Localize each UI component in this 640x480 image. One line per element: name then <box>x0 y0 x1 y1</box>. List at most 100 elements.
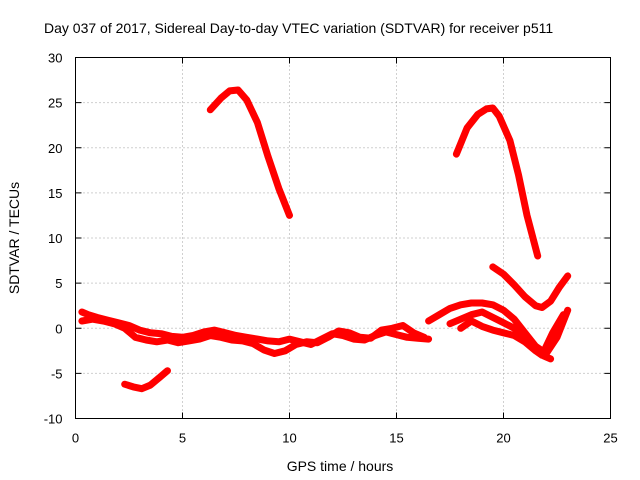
y-tick-label: 5 <box>55 276 62 291</box>
data-point <box>489 314 496 321</box>
series-arc-evening-c <box>457 311 567 359</box>
data-point <box>532 302 539 309</box>
x-tick-label: 25 <box>603 431 617 446</box>
y-tick-label: 30 <box>48 51 62 66</box>
data-point <box>532 347 539 354</box>
data-point <box>457 301 464 308</box>
data-point <box>207 332 214 339</box>
y-tick-label: -5 <box>51 366 63 381</box>
data-point <box>335 327 342 334</box>
y-tick-labels: -10 -5 0 5 10 15 20 25 30 <box>44 51 63 427</box>
data-point <box>378 327 385 334</box>
data-point <box>222 329 229 336</box>
data-point <box>121 325 128 332</box>
x-tick-label: 0 <box>72 431 79 446</box>
data-point <box>357 334 364 341</box>
data-point <box>325 334 332 341</box>
data-point <box>500 329 507 336</box>
data-point <box>147 329 154 336</box>
x-tick-label: 5 <box>179 431 186 446</box>
data-point <box>489 105 496 112</box>
data-point <box>564 307 571 314</box>
data-point <box>367 335 374 342</box>
data-point <box>489 327 496 334</box>
data-point <box>239 337 246 344</box>
data-point <box>271 350 278 357</box>
data-point <box>521 293 528 300</box>
data-point <box>185 337 192 344</box>
data-point <box>260 346 267 353</box>
data-layer <box>78 86 572 393</box>
data-point <box>250 340 257 347</box>
data-point <box>200 328 207 335</box>
x-tick-label: 10 <box>282 431 296 446</box>
data-point <box>404 334 411 341</box>
series-arc-rise-late <box>489 263 572 311</box>
data-point <box>500 307 507 314</box>
data-point <box>447 320 453 327</box>
data-point <box>143 336 150 343</box>
data-point <box>511 281 518 288</box>
data-point <box>196 336 203 343</box>
series-arc-baseline-b <box>78 315 428 357</box>
series-trace <box>452 104 542 260</box>
data-point <box>453 151 460 158</box>
data-point <box>511 316 518 323</box>
data-point <box>254 119 261 126</box>
data-point <box>539 352 546 359</box>
y-tick-label: 10 <box>48 231 62 246</box>
data-point <box>468 311 475 318</box>
data-point <box>254 336 261 343</box>
series-arc-peak-a <box>206 86 293 219</box>
data-point <box>500 271 507 278</box>
y-tick-label: 20 <box>48 141 62 156</box>
data-point <box>511 325 518 332</box>
data-point <box>556 284 563 291</box>
data-point <box>547 298 554 305</box>
data-point <box>399 322 406 329</box>
y-tick-label: -10 <box>44 412 63 427</box>
data-point <box>155 374 162 381</box>
data-point <box>560 311 567 318</box>
data-point <box>158 330 165 337</box>
series-trace <box>206 86 293 219</box>
data-point <box>489 263 496 270</box>
data-point <box>436 311 443 318</box>
data-point <box>226 87 233 94</box>
series-trace <box>121 367 171 393</box>
data-point <box>286 212 293 219</box>
data-point <box>292 341 299 348</box>
data-point <box>147 382 154 389</box>
data-point <box>138 385 145 392</box>
data-point <box>549 329 556 336</box>
chart-title: Day 037 of 2017, Sidereal Day-to-day VTE… <box>44 20 553 36</box>
data-point <box>393 331 400 338</box>
data-point <box>78 318 85 325</box>
data-point <box>421 334 428 341</box>
data-point <box>547 355 554 362</box>
data-point <box>111 320 118 327</box>
data-point <box>275 185 282 192</box>
x-tick-label: 20 <box>496 431 510 446</box>
data-point <box>265 153 272 160</box>
data-point <box>511 332 518 339</box>
data-point <box>100 318 107 325</box>
data-point <box>175 339 182 346</box>
data-point <box>218 334 225 341</box>
data-point <box>500 319 507 326</box>
data-point <box>218 95 225 102</box>
data-point <box>479 309 486 316</box>
data-point <box>211 327 218 334</box>
data-point <box>457 325 464 332</box>
y-tick-label: 25 <box>48 96 62 111</box>
data-point <box>243 96 250 103</box>
data-point <box>282 347 289 354</box>
data-point <box>136 327 143 334</box>
data-point <box>506 137 513 144</box>
data-point <box>468 299 475 306</box>
data-point <box>524 212 531 219</box>
data-point <box>235 86 242 93</box>
series-arc-peak-b <box>452 104 542 260</box>
data-point <box>515 171 522 178</box>
